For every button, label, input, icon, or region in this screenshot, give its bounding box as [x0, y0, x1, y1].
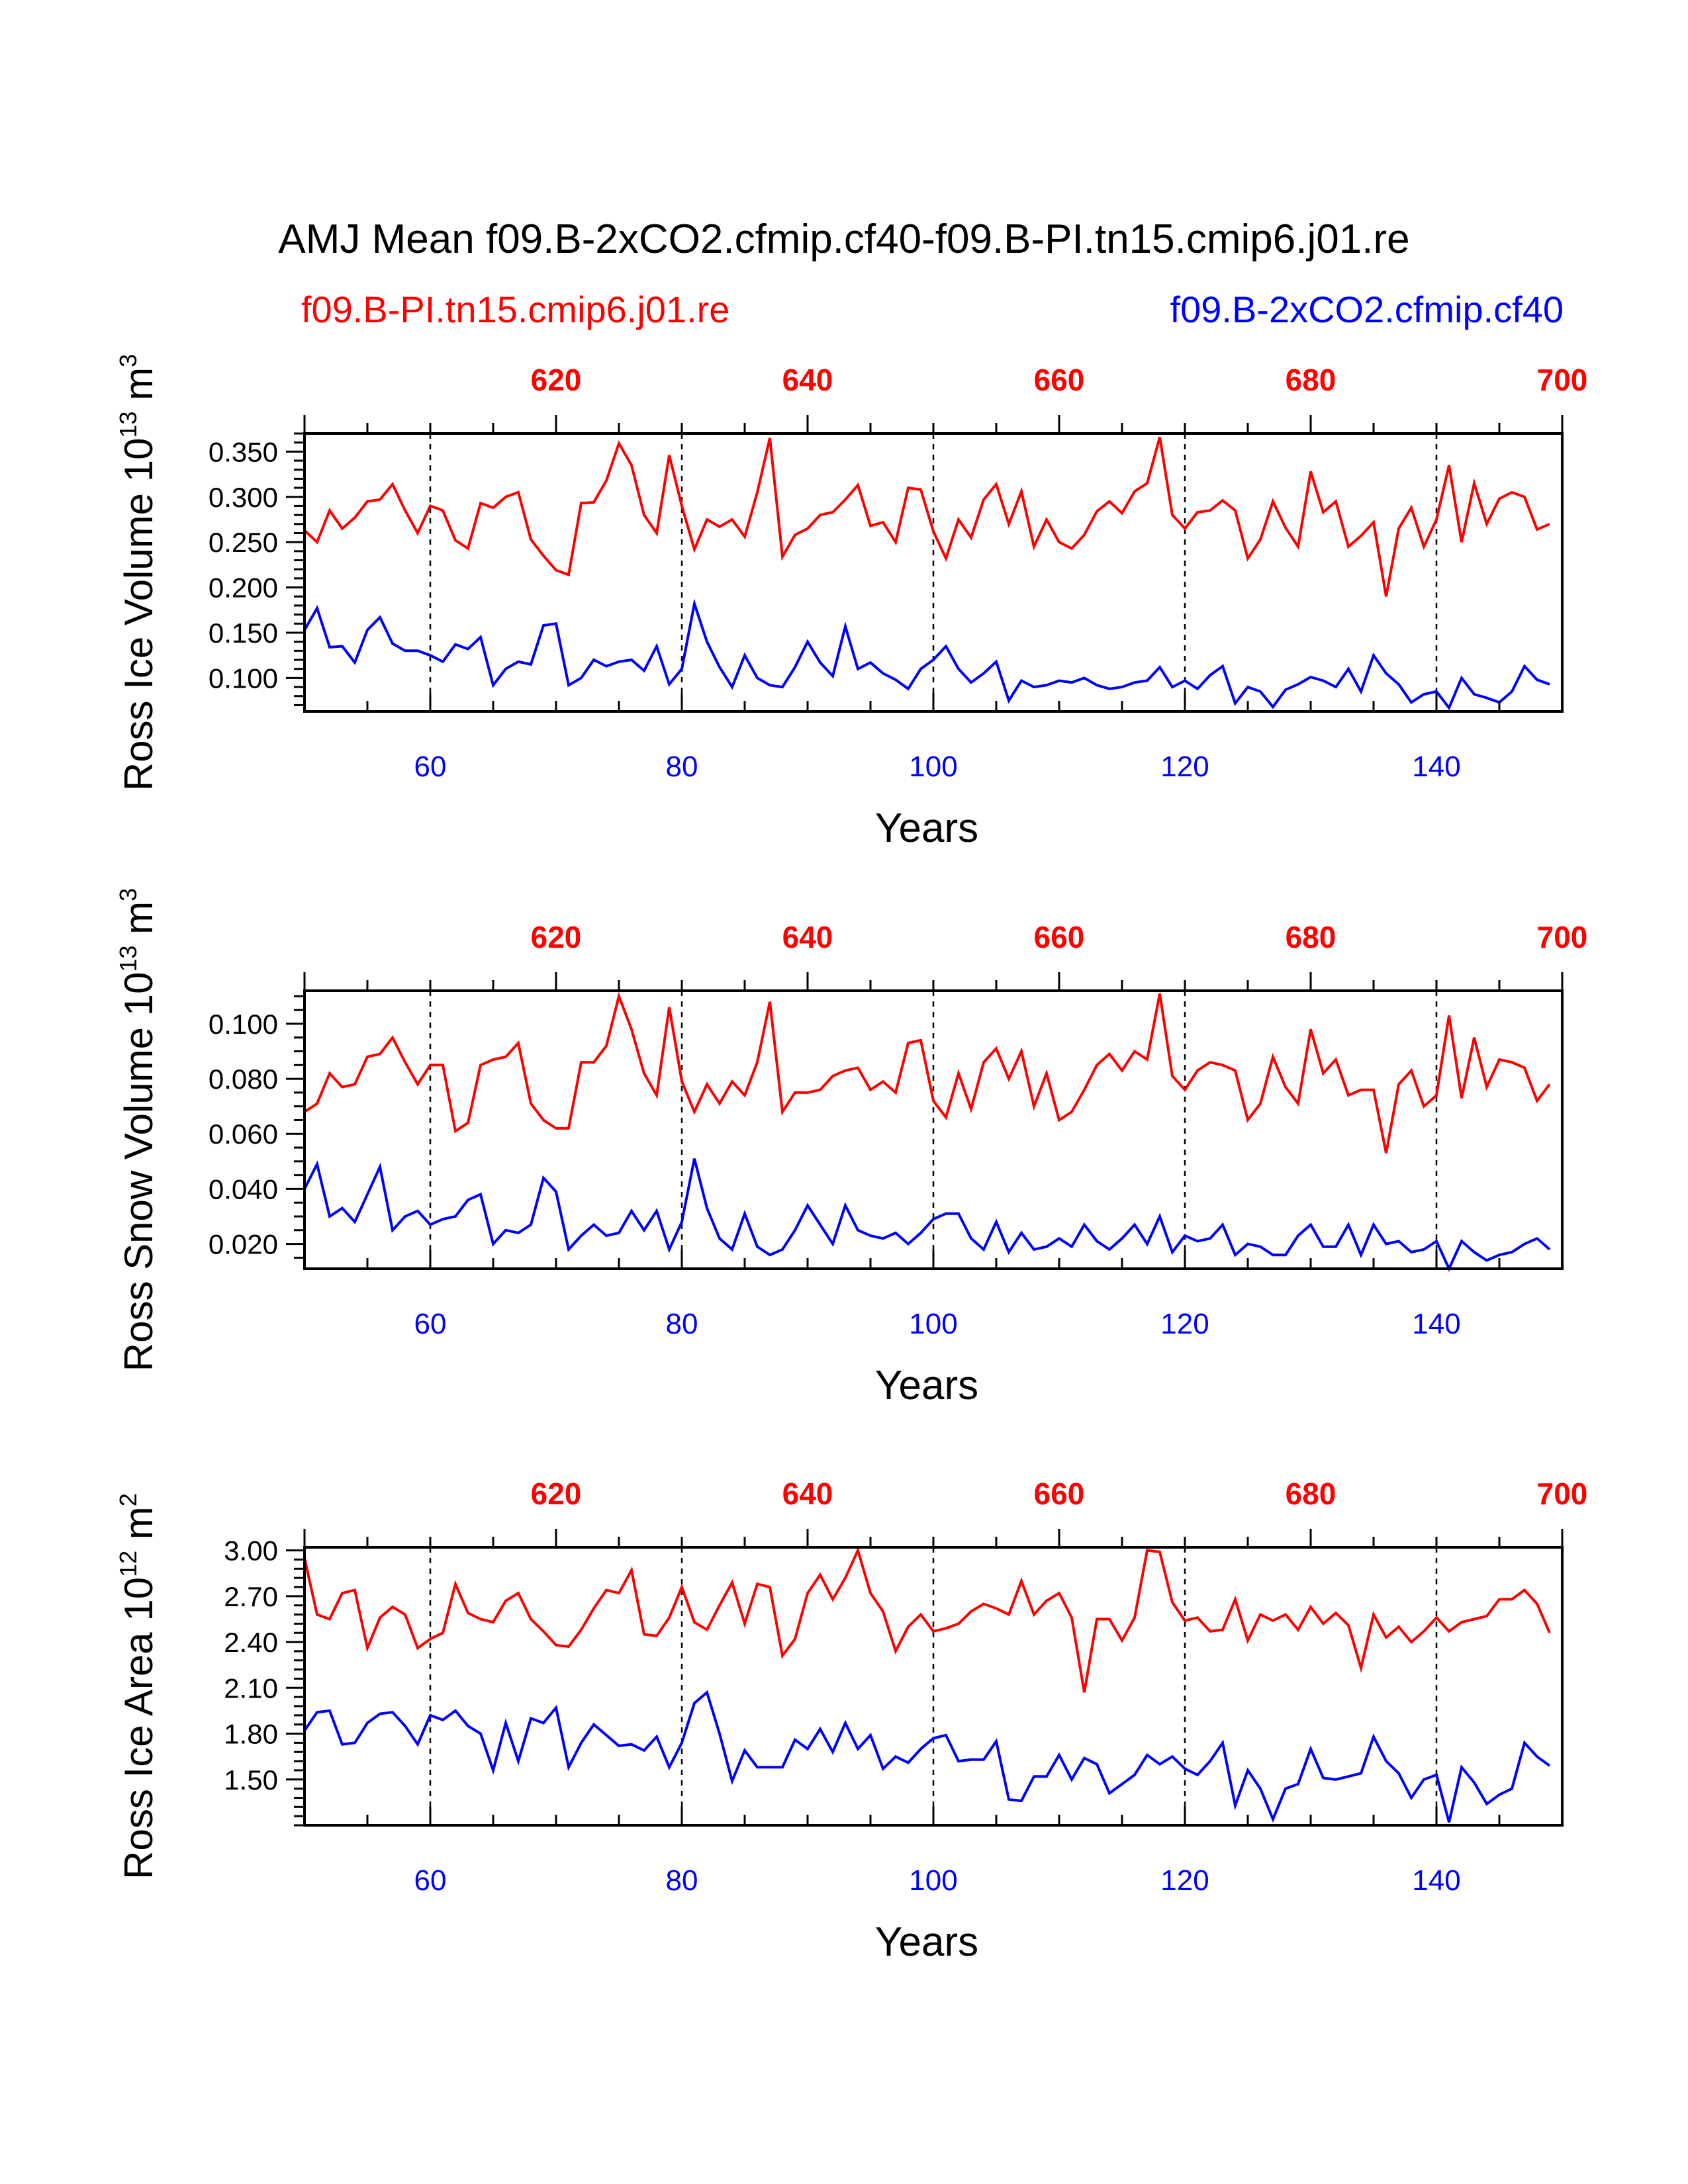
y-tick-label: 0.040 — [209, 1173, 278, 1205]
x-tick-label: 140 — [1412, 1864, 1460, 1897]
top-tick-label: 620 — [531, 363, 582, 397]
x-tick-label: 60 — [414, 1864, 447, 1897]
y-tick-label: 0.100 — [209, 662, 278, 694]
top-tick-label: 640 — [782, 920, 833, 954]
y-tick-label: 0.250 — [209, 527, 278, 558]
y-axis-label: Ross Ice Area 1012 m2 — [115, 1493, 161, 1880]
figure-title: AMJ Mean f09.B-2xCO2.cfmip.cf40-f09.B-PI… — [278, 216, 1409, 262]
x-axis-label: Years — [875, 1919, 978, 1965]
series-line-pi — [303, 436, 1550, 597]
series-line-co2 — [303, 1690, 1551, 1823]
series-line-co2 — [303, 1158, 1551, 1272]
legend-label-pi: f09.B-PI.tn15.cmip6.j01.re — [301, 289, 729, 330]
x-tick-label: 120 — [1160, 751, 1209, 783]
series-line-pi — [303, 991, 1551, 1154]
y-tick-label: 3.00 — [224, 1535, 278, 1567]
x-tick-label: 60 — [414, 1308, 447, 1340]
y-tick-label: 0.150 — [209, 617, 278, 649]
top-tick-label: 620 — [531, 920, 582, 954]
y-tick-label: 1.80 — [224, 1719, 278, 1750]
x-tick-label: 100 — [909, 1864, 957, 1897]
y-tick-label: 0.060 — [209, 1118, 278, 1150]
top-tick-label: 680 — [1286, 363, 1336, 397]
y-tick-label: 2.40 — [224, 1627, 278, 1658]
x-tick-label: 140 — [1412, 751, 1460, 783]
x-tick-label: 100 — [909, 751, 957, 783]
y-tick-label: 0.080 — [209, 1064, 278, 1095]
y-tick-label: 0.100 — [209, 1009, 278, 1040]
x-tick-label: 80 — [666, 1864, 698, 1897]
top-tick-label: 680 — [1286, 920, 1336, 954]
x-tick-label: 120 — [1160, 1308, 1209, 1340]
top-tick-label: 620 — [531, 1477, 582, 1511]
y-tick-label: 0.020 — [209, 1229, 278, 1260]
x-axis-label: Years — [875, 805, 978, 851]
panel-ross-snow-volume: 0.020 0.040 0.060 0.080 0.100 60 80 100 120 140 62… — [115, 888, 1587, 1408]
y-tick-label: 1.50 — [224, 1764, 278, 1796]
x-tick-label: 120 — [1160, 1864, 1209, 1897]
legend-label-co2: f09.B-2xCO2.cfmip.cf40 — [1170, 289, 1564, 330]
y-axis-label: Ross Ice Volume 1013 m3 — [115, 354, 161, 791]
y-tick-label: 0.350 — [209, 436, 278, 467]
top-tick-label: 700 — [1537, 1477, 1588, 1511]
top-tick-label: 640 — [782, 363, 833, 397]
top-tick-label: 680 — [1286, 1477, 1336, 1511]
series-line-co2 — [303, 598, 1550, 711]
x-tick-label: 80 — [666, 751, 698, 783]
y-tick-label: 2.10 — [224, 1672, 278, 1704]
x-tick-label: 100 — [909, 1308, 957, 1340]
top-tick-label: 660 — [1034, 1477, 1085, 1511]
series-line-pi — [303, 1546, 1551, 1693]
y-tick-label: 0.200 — [209, 572, 278, 604]
panel-ross-ice-volume: 0.100 0.150 0.200 0.250 0.300 0.350 60 80 100 120… — [115, 354, 1587, 851]
x-axis-label: Years — [875, 1363, 978, 1408]
x-tick-label: 60 — [414, 751, 447, 783]
x-tick-label: 140 — [1412, 1308, 1460, 1340]
top-tick-label: 660 — [1034, 363, 1085, 397]
top-tick-label: 660 — [1034, 920, 1085, 954]
top-tick-label: 640 — [782, 1477, 833, 1511]
x-tick-label: 80 — [666, 1308, 698, 1340]
top-tick-label: 700 — [1537, 920, 1588, 954]
y-tick-label: 2.70 — [224, 1581, 278, 1612]
y-tick-label: 0.300 — [209, 482, 278, 513]
panel-ross-ice-area: 1.50 1.80 2.10 2.40 2.70 3.00 60 80 100 120 140 620… — [115, 1477, 1587, 1965]
y-axis-label: Ross Snow Volume 1013 m3 — [115, 888, 161, 1371]
top-tick-label: 700 — [1537, 363, 1588, 397]
